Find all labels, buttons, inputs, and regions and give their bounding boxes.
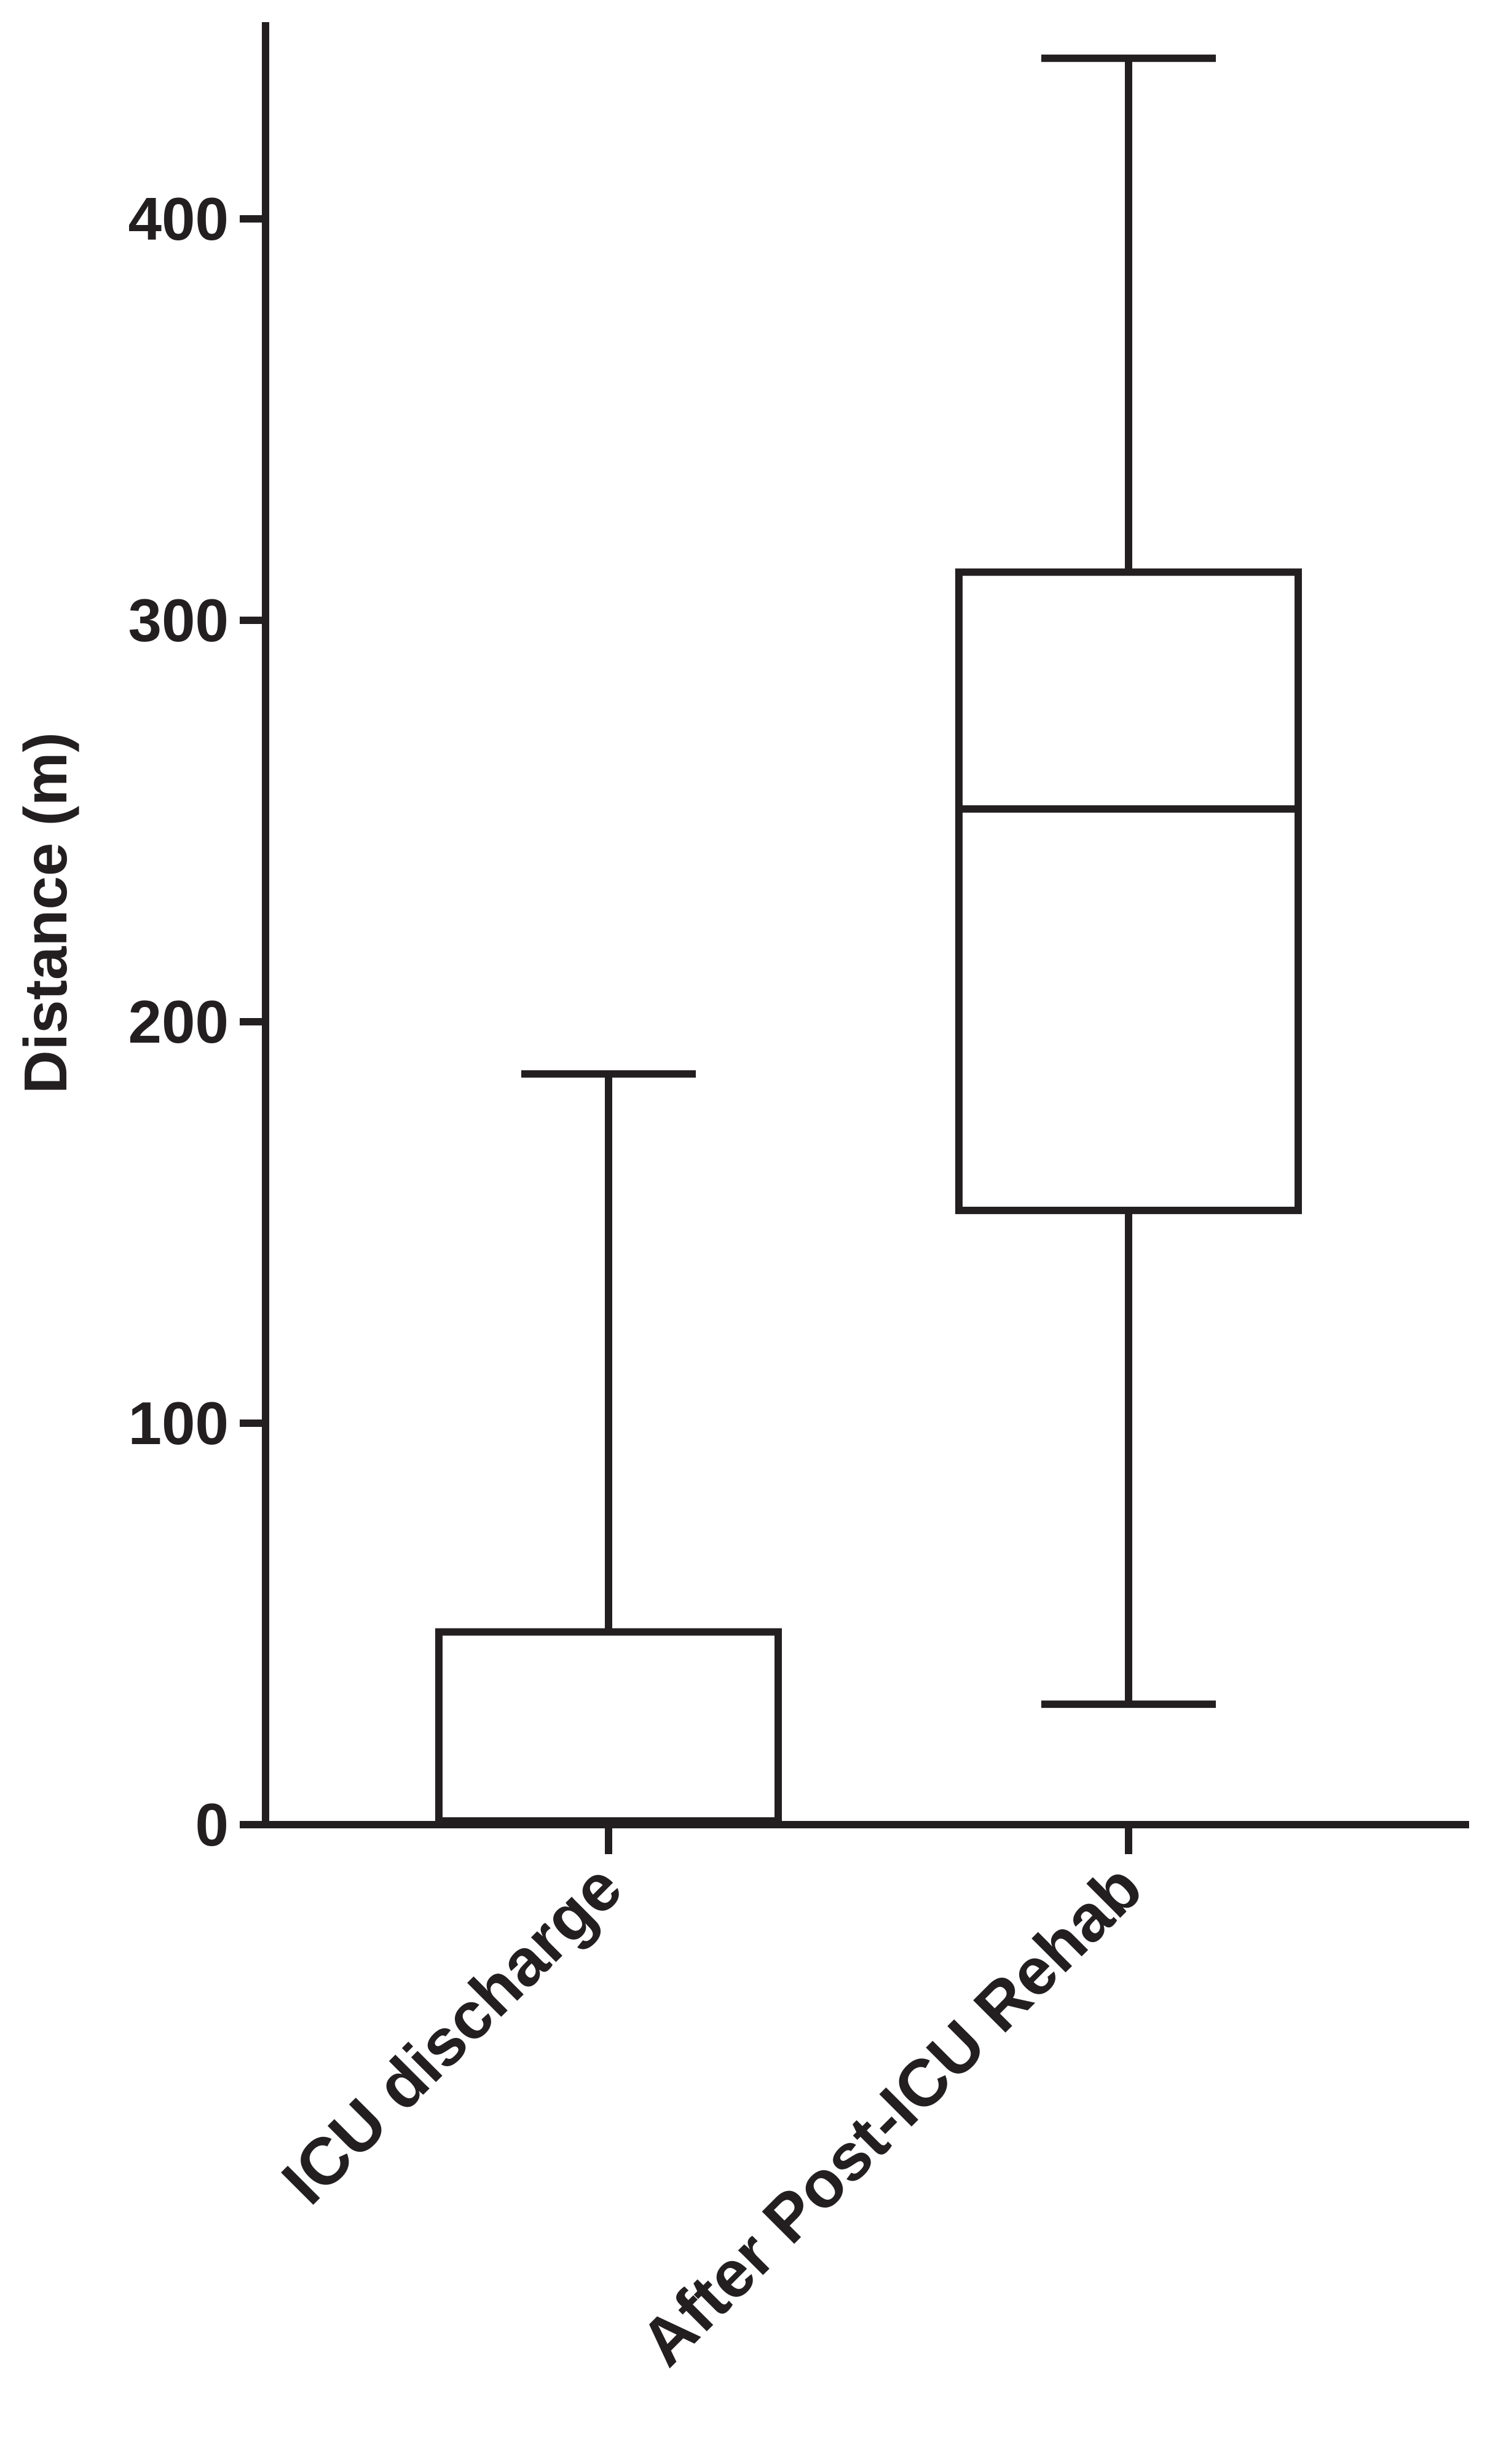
y-axis-title: Distance (m) bbox=[12, 732, 79, 1094]
y-tick-label-200: 200 bbox=[128, 988, 229, 1056]
box-1 bbox=[955, 54, 1302, 1708]
y-tick-label-300: 300 bbox=[128, 586, 229, 654]
y-tick-label-400: 400 bbox=[128, 185, 229, 253]
x-category-label-1: After Post-ICU Rehab bbox=[626, 1850, 1156, 2380]
x-category-label-0: ICU discharge bbox=[267, 1850, 636, 2218]
y-tick-label-0: 0 bbox=[195, 1791, 229, 1858]
iqr-box-0 bbox=[435, 1628, 782, 1825]
box-0 bbox=[435, 1070, 782, 1825]
iqr-box-1 bbox=[955, 568, 1302, 1214]
y-axis-ticks: 0 100 200 300 400 bbox=[128, 185, 266, 1858]
box-plots bbox=[435, 54, 1302, 1825]
y-tick-label-100: 100 bbox=[128, 1389, 229, 1457]
